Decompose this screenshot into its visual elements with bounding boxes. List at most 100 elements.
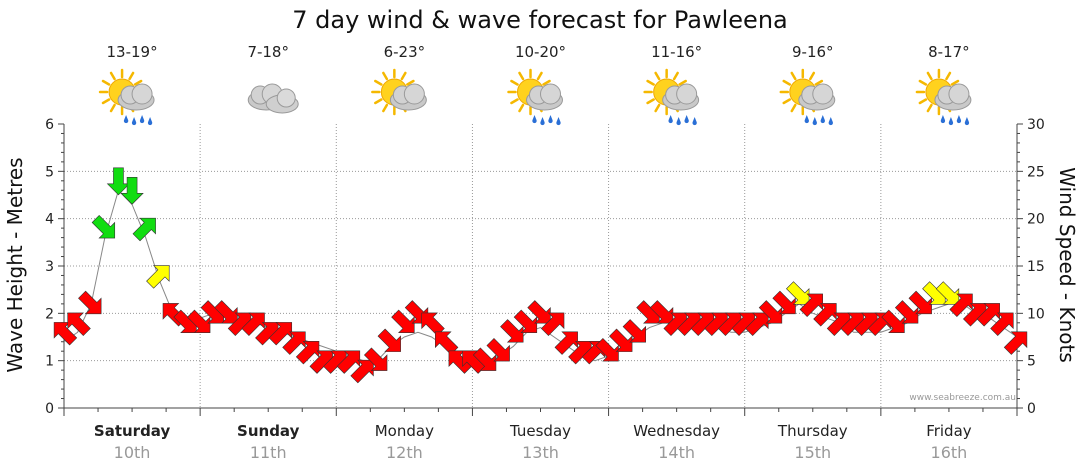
sun-ray	[918, 79, 928, 86]
sun-ray	[101, 98, 111, 105]
sun-ray	[926, 103, 933, 113]
sun-ray	[510, 98, 519, 105]
wind-arrow	[78, 290, 102, 315]
wind-arrow	[881, 309, 905, 333]
day-date: 12th	[386, 443, 423, 462]
y-tick-label-right: 10	[1027, 306, 1045, 322]
sun-cloud-rain-icon	[915, 68, 972, 126]
wind-arrow	[772, 290, 796, 315]
sun-ray	[374, 79, 383, 86]
sun-ray	[101, 79, 111, 86]
rain-drop	[548, 115, 553, 124]
sun-ray	[374, 98, 383, 105]
day-name: Monday	[375, 422, 434, 440]
sun-ray	[536, 71, 543, 81]
day-date: 13th	[522, 443, 559, 462]
day-name: Saturday	[94, 422, 171, 440]
y-tick-label-right: 20	[1027, 212, 1045, 228]
wind-arrow	[990, 312, 1014, 336]
day-name: Thursday	[777, 422, 848, 440]
wave-height-line	[63, 189, 1018, 362]
y-tick-label-left: 1	[45, 354, 54, 370]
sun-ray	[809, 71, 816, 81]
day-name: Tuesday	[509, 422, 571, 440]
y-tick-label-left: 2	[45, 306, 54, 322]
rain-drop	[123, 115, 129, 124]
y-tick-label-left: 0	[45, 401, 54, 417]
day-name: Sunday	[237, 422, 300, 440]
sun-ray	[945, 71, 952, 81]
rain-drop	[940, 115, 946, 124]
axes: 0 1 2 3 4 5 6 0 5 10 15 20 25 30	[45, 117, 1045, 417]
wind-arrow	[622, 319, 646, 343]
wind-arrow	[336, 350, 361, 374]
cloud-shape	[403, 83, 425, 105]
wind-arrow	[609, 328, 633, 352]
wind-arrow	[649, 300, 674, 324]
day-header-sunday: 7-18° Sunday 11th	[237, 43, 300, 462]
cloud-shape	[676, 83, 698, 105]
day-header-friday: 8-17° Friday 16th	[915, 43, 972, 462]
rain-drop	[956, 115, 962, 124]
rain-drop	[540, 117, 545, 126]
y-axis-right-label: Wind Speed - Knots	[1055, 167, 1079, 363]
sun-cloud-rain-icon	[643, 68, 700, 126]
cloud-shape	[540, 83, 561, 105]
y-tick-label-right: 5	[1027, 354, 1036, 370]
rain-drop	[948, 117, 954, 126]
wind-arrow	[132, 217, 156, 242]
temperature-range: 7-18°	[247, 43, 289, 61]
rain-drop	[684, 115, 689, 124]
wind-arrow	[595, 338, 619, 362]
temperature-range: 10-20°	[515, 43, 566, 61]
wind-arrow	[282, 331, 306, 355]
sun-ray	[790, 71, 797, 81]
day-date: 14th	[658, 443, 695, 462]
sun-ray	[678, 79, 687, 86]
sun-ray	[109, 71, 116, 81]
day-date: 11th	[250, 443, 287, 462]
wind-arrow	[786, 281, 810, 305]
wind-arrow	[513, 309, 538, 333]
wind-arrow	[146, 265, 170, 289]
sun-ray	[382, 103, 389, 113]
wave-series	[63, 189, 1018, 362]
wind-arrow	[799, 293, 823, 318]
y-tick-label-left: 5	[45, 164, 54, 180]
sun-ray	[672, 71, 679, 81]
rain-drop	[820, 115, 825, 124]
wind-arrow	[391, 309, 415, 333]
wind-arrow	[67, 312, 91, 336]
credit-text: www.seabreeze.com.au	[909, 393, 1016, 403]
temperature-range: 8-17°	[928, 43, 970, 61]
wind-arrow	[894, 300, 919, 324]
wind-arrow	[421, 312, 445, 336]
wind-arrow	[1003, 331, 1028, 355]
rain-drop	[668, 115, 673, 124]
wind-arrow	[500, 319, 524, 343]
wind-arrow	[813, 303, 837, 327]
rain-drop	[139, 115, 145, 124]
y-tick-label-left: 3	[45, 259, 54, 275]
y-tick-label-right: 25	[1027, 164, 1045, 180]
wind-series	[53, 167, 1028, 384]
sun-ray	[510, 79, 519, 86]
day-name: Wednesday	[633, 422, 720, 440]
wind-arrow	[53, 322, 78, 346]
wind-arrow	[540, 312, 565, 336]
cloud-shape	[131, 83, 153, 105]
sun-ray	[926, 71, 933, 81]
day-date: 10th	[114, 443, 151, 462]
wind-arrow	[486, 338, 510, 362]
rain-drop	[532, 115, 537, 124]
day-header-tuesday: 10-20° Tuesday 13th	[507, 43, 571, 462]
rain-drop	[556, 117, 561, 126]
sun-ray	[542, 79, 551, 86]
wind-arrow	[363, 347, 388, 371]
day-header-wednesday: 11-16° Wednesday 14th	[633, 43, 720, 462]
sun-ray	[646, 98, 655, 105]
wind-arrow	[554, 331, 578, 355]
sun-ray	[814, 79, 824, 86]
y-tick-label-right: 0	[1027, 401, 1036, 417]
